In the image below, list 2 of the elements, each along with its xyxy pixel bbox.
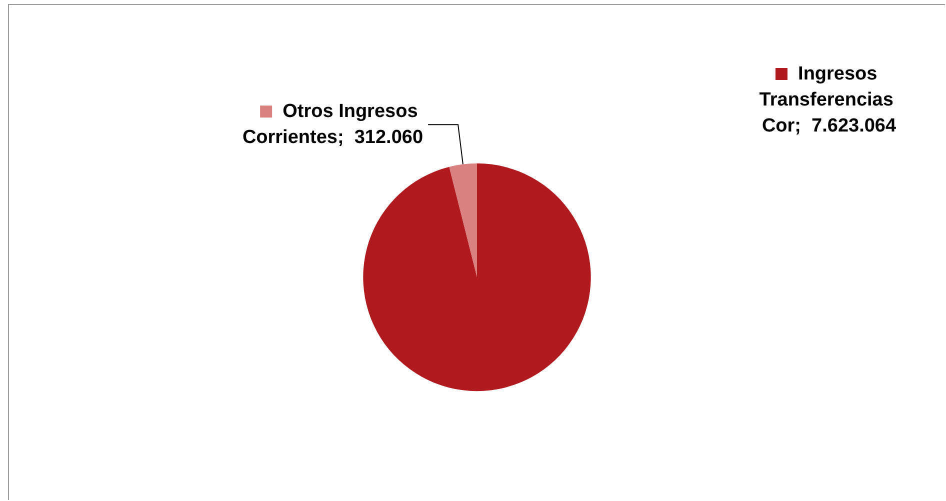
legend-label: Otros Ingresos Corrientes; 312.060 bbox=[242, 101, 424, 148]
legend-label: Ingresos Transferencias Cor; 7.623.064 bbox=[759, 64, 899, 136]
